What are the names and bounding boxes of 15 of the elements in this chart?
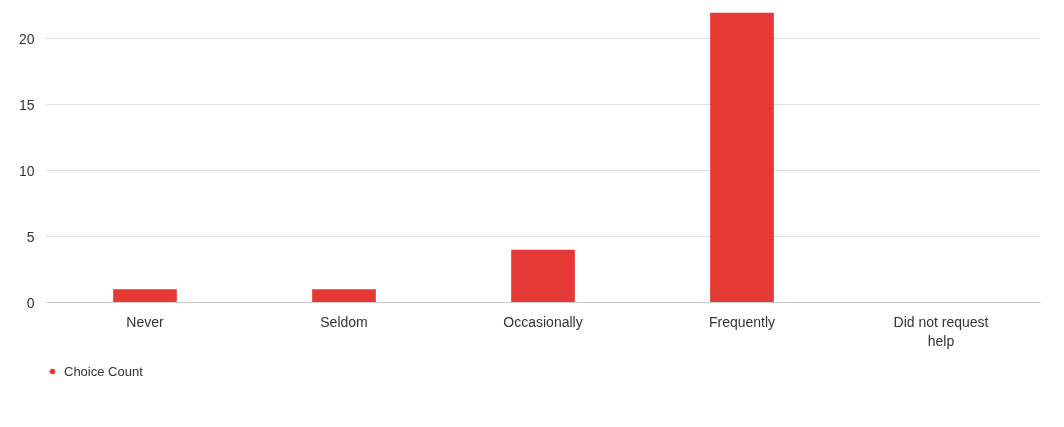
x-tick-label: Seldom [320, 313, 368, 330]
bar [312, 289, 376, 303]
y-tick-label: 20 [18, 30, 35, 47]
bar [511, 249, 575, 303]
x-tick-label: Frequently [708, 313, 776, 330]
y-tick-label: 10 [18, 162, 35, 179]
text: Choice Count [64, 363, 143, 379]
y-tick-label: 15 [18, 96, 35, 113]
x-tick-label: Occasionally [503, 313, 583, 330]
y-tick-label: 0 [26, 294, 35, 311]
x-tick-label: Never [126, 313, 165, 330]
x-tick-label: Did not request help [893, 313, 989, 349]
bar [710, 12, 774, 303]
bar [113, 289, 177, 303]
y-tick-label: 5 [26, 228, 35, 245]
